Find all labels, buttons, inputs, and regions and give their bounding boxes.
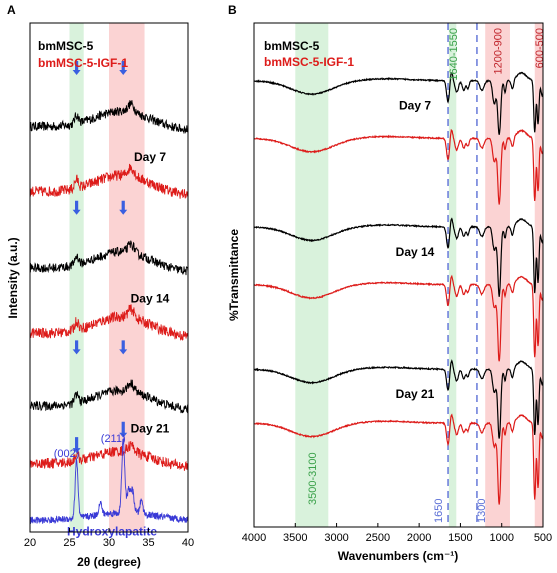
panel-b-group-label-0: Day 7 [399, 99, 431, 113]
panel-b-xlabel: Wavenumbers (cm⁻¹) [338, 549, 459, 563]
panel-a-series-1-0 [29, 240, 189, 276]
panel-b-group-label-2: Day 21 [396, 387, 435, 401]
panel-a-tick-label-1: 25 [63, 537, 75, 549]
panel-a-reference-series [29, 438, 189, 525]
panel-a-ylabel: Intensity (a.u.) [6, 237, 20, 318]
panel-a-arrow-0-1 [119, 60, 128, 75]
panel-b-tick-label-3: 2500 [366, 532, 390, 544]
panel-a-xlabel: 2θ (degree) [77, 555, 141, 569]
panel-a-series-0-0 [29, 100, 189, 134]
panel-b-series-1-1 [253, 274, 544, 362]
panel-b-tick-label-1: 3500 [283, 532, 307, 544]
panel-b-band-1 [448, 23, 457, 527]
panel-a-tick-label-4: 40 [182, 537, 194, 549]
panel-b-tick-label-6: 1000 [489, 532, 513, 544]
panel-b-band-label-3: 600-500 [534, 28, 546, 68]
panel-b-band-label-1: 1640-1550 [448, 28, 460, 81]
panel-b-tick-label-0: 4000 [242, 532, 266, 544]
panel-a-reference-arrow-0 [72, 437, 81, 454]
panel-a-group-label-0: Day 7 [134, 150, 166, 164]
panel-a-series-0-1 [29, 163, 189, 199]
panel-a-arrow-2-1 [119, 340, 128, 355]
panel-a-legend-black: bmMSC-5 [38, 39, 94, 53]
panel-b-group-label-1: Day 14 [396, 245, 435, 259]
panel-b-tick-label-7: 500 [534, 532, 552, 544]
panel-a-group-label-1: Day 14 [131, 291, 170, 305]
panel-a-arrow-1-1 [119, 200, 128, 215]
panel-b-band-label-2: 1200-900 [493, 28, 505, 75]
panel-a-arrow-0-0 [72, 60, 81, 75]
panel-b-series-0-0 [253, 71, 544, 135]
panel-a-series-1-1 [29, 304, 189, 341]
panel-a-series-2-1 [29, 441, 189, 471]
panel-b-frame [253, 22, 544, 528]
panel-b-tick-label-2: 3000 [324, 532, 348, 544]
panel-b-series-2-1 [253, 413, 544, 505]
panel-a-tick-label-2: 30 [103, 537, 115, 549]
panel-a-legend-red: bmMSC-5-IGF-1 [38, 56, 128, 70]
panel-b-band-0 [295, 23, 329, 527]
panel-a-band-0 [69, 23, 84, 532]
panel-a-series [29, 100, 189, 525]
panel-b-tick-label-5: 1500 [448, 532, 472, 544]
panel-b-labels: 3500-3100 1640-1550 1200-900 600-500 1650 130… [307, 28, 546, 523]
panel-a-letter: A [7, 3, 16, 17]
panel-a-reference-arrow-1 [119, 421, 128, 438]
panel-a-bands [69, 23, 145, 532]
panel-a-x-ticks: 20 25 30 35 40 [24, 528, 194, 549]
panel-b-series-2-0 [253, 359, 544, 439]
panel-b-letter: B [228, 3, 237, 17]
panel-a-arrows [72, 60, 128, 454]
panel-a-tick-label-3: 35 [142, 537, 154, 549]
panel-b-dashed-label-0: 1650 [433, 499, 445, 523]
panel-b-legend-red: bmMSC-5-IGF-1 [264, 55, 354, 69]
panel-a-group-label-2: Day 21 [131, 421, 170, 435]
panel-b-dashed-label-1: 1300 [476, 499, 488, 523]
panel-b-series-0-1 [254, 128, 544, 205]
panel-b-x-ticks: 4000 3500 3000 2500 2000 1500 1000 500 [242, 523, 552, 544]
panel-b-series [253, 71, 544, 505]
panel-a-arrow-2-0 [72, 340, 81, 355]
panel-b-band-label-0: 3500-3100 [307, 452, 319, 505]
panel-a-series-2-0 [29, 379, 189, 414]
panel-a-tick-label-0: 20 [24, 537, 36, 549]
panel-b-ylabel: %Transmittance [227, 229, 241, 321]
panel-a-peak-label-0: (002) [54, 448, 80, 460]
panel-b-tick-label-4: 2000 [407, 532, 431, 544]
panel-b-series-1-0 [253, 217, 544, 297]
panel-a-arrow-1-0 [72, 200, 81, 215]
panel-a-peak-label-1: (211) [101, 433, 126, 445]
panel-b-legend-black: bmMSC-5 [264, 39, 320, 53]
